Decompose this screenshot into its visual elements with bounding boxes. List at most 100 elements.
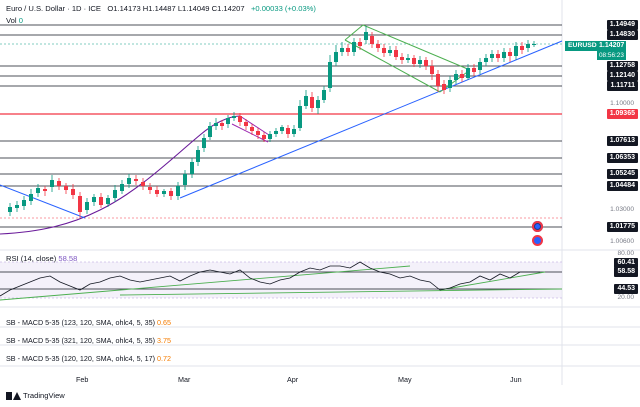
candle-body-up: [334, 52, 338, 62]
candle-body-up: [406, 58, 410, 60]
candle-body-up: [106, 198, 110, 204]
rsi-value: 58.58: [58, 254, 78, 263]
ohlc-values: O1.14173 H1.14487 L1.14049 C1.14207: [107, 4, 245, 13]
price-level-tag: 1.07613: [606, 136, 638, 146]
candle-body-up: [183, 174, 187, 185]
macd-legend-3[interactable]: SB - MACD 5-35 (120, 120, SMA, ohlc4, 5,…: [6, 354, 171, 363]
candle-body-down: [134, 179, 138, 181]
candle-body-up: [280, 127, 284, 131]
candle-body-down: [78, 196, 82, 212]
macd-value: 3.75: [157, 336, 172, 345]
candle-body-up: [418, 60, 422, 64]
macd-label: SB - MACD 5-35 (321, 120, SMA, ohlc4, 5,…: [6, 336, 156, 345]
volume-value: 0: [18, 16, 23, 25]
time-label-may: May: [398, 375, 412, 384]
candle-body-down: [496, 54, 500, 58]
candle-body-up: [208, 126, 212, 137]
price-level-tag: 1.12758: [606, 61, 638, 71]
volume-label: Vol: [6, 16, 17, 25]
rsi-line: [0, 261, 540, 297]
candle-body-up: [490, 54, 494, 58]
candle-body-up: [274, 131, 278, 134]
candle-body-up: [514, 46, 518, 56]
candle-body-up: [15, 205, 19, 208]
symbol-header: Euro / U.S. Dollar · 1D · ICE O1.14173 H…: [6, 4, 316, 13]
alert-clock-icon[interactable]: [532, 235, 543, 246]
candle-body-up: [92, 197, 96, 202]
tradingview-branding[interactable]: TradingView: [6, 391, 65, 400]
candle-body-down: [412, 58, 416, 64]
candle-body-up: [36, 188, 40, 193]
candle-body-down: [358, 42, 362, 46]
candle-body-down: [256, 131, 260, 135]
candle-body-up: [202, 138, 206, 148]
price-level-tag: 1.05245: [606, 169, 638, 179]
rsi-label: RSI (14, close): [6, 254, 57, 263]
price-level-tag: 1.09365: [606, 109, 638, 119]
candle-body-up: [127, 178, 131, 184]
candle-body-up: [22, 200, 26, 206]
candle-body-up: [232, 116, 236, 118]
candle-body-up: [120, 184, 124, 191]
price-level-tag: 1.14949: [606, 20, 638, 30]
candle-body-down: [286, 128, 290, 134]
candle-body-down: [376, 44, 380, 48]
macd-legend-1[interactable]: SB - MACD 5-35 (123, 120, SMA, ohlc4, 5,…: [6, 318, 171, 327]
candle-body-up: [268, 134, 272, 139]
price-level-tag: 1.04484: [606, 181, 638, 191]
alert-bubble-icon[interactable]: [532, 221, 543, 232]
channel-edge-line: [344, 24, 364, 41]
candle-body-down: [442, 84, 446, 90]
candle-body-up: [532, 44, 536, 45]
candle-body-down: [99, 197, 103, 205]
channel-lower-line: [344, 39, 441, 93]
candle-body-up: [502, 52, 506, 58]
macd-label: SB - MACD 5-35 (123, 120, SMA, ohlc4, 5,…: [6, 318, 156, 327]
rsi-legend[interactable]: RSI (14, close) 58.58: [6, 254, 77, 263]
candle-body-down: [400, 57, 404, 60]
price-level-tag: 1.10000: [610, 100, 634, 107]
time-label-apr: Apr: [287, 375, 299, 384]
price-change: +0.00033 (+0.03%): [250, 4, 316, 13]
price-level-tag: 1.14830: [606, 30, 638, 40]
candle-body-down: [382, 48, 386, 53]
candle-body-down: [141, 182, 145, 186]
candle-body-up: [29, 194, 33, 201]
candle-body-down: [71, 189, 75, 195]
current-price-tag: 1.14207: [597, 41, 627, 51]
trendline-main: [179, 40, 563, 199]
price-level-tag: 1.01775: [606, 222, 638, 232]
bar-countdown: 08:56:23: [597, 51, 626, 60]
price-level-tag: 1.06353: [606, 153, 638, 163]
candle-body-down: [346, 48, 350, 52]
candle-body-up: [292, 129, 296, 134]
candle-body-down: [148, 187, 152, 190]
candle-body-up: [176, 186, 180, 196]
rsi-trendline: [119, 288, 563, 296]
rsi-level-tag: 60.41: [614, 258, 638, 268]
candle-body-up: [448, 80, 452, 88]
candle-body-up: [113, 190, 117, 198]
candle-body-up: [340, 48, 344, 52]
candle-body-up: [352, 42, 356, 52]
candle-body-up: [364, 32, 368, 40]
candle-body-up: [298, 106, 302, 128]
candle-body-down: [155, 190, 159, 194]
flag-upper-line: [239, 115, 273, 138]
volume-legend[interactable]: Vol 0: [6, 16, 23, 25]
ticker-symbol-tag: EURUSD: [565, 41, 600, 51]
candle-body-down: [220, 123, 224, 126]
candle-body-up: [304, 96, 308, 106]
candle-body-up: [526, 44, 530, 48]
candle-body-down: [436, 74, 440, 86]
brand-name: TradingView: [23, 391, 65, 400]
candle-body-down: [43, 189, 47, 191]
candle-body-down: [250, 127, 254, 131]
candle-body-down: [262, 135, 266, 139]
trendline-left: [0, 184, 86, 219]
candle-body-down: [370, 36, 374, 44]
candle-body-up: [484, 58, 488, 62]
macd-legend-2[interactable]: SB - MACD 5-35 (321, 120, SMA, ohlc4, 5,…: [6, 336, 171, 345]
